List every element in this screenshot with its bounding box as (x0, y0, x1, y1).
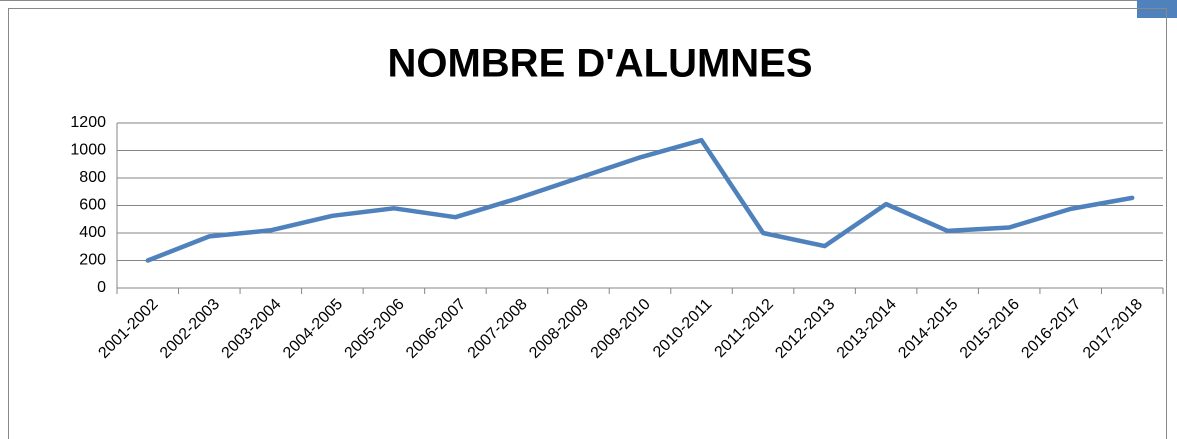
y-tick-label: 400 (79, 224, 106, 241)
chart-frame (8, 8, 1167, 439)
y-tick-label: 800 (79, 169, 106, 186)
y-tick-label: 600 (79, 197, 106, 214)
line (145, 137, 1135, 263)
y-tick-label: 200 (79, 252, 106, 269)
chart-title: NOMBRE D'ALUMNES (387, 42, 812, 86)
y-tick-label: 0 (97, 279, 106, 296)
y-tick-label: 1000 (70, 142, 106, 159)
y-tick-label: 1200 (70, 114, 106, 131)
